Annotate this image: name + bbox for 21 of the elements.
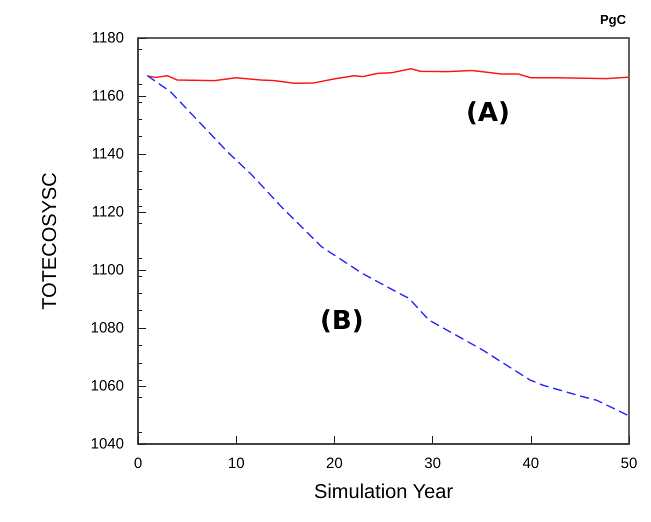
x-tick-label: 40 bbox=[522, 455, 540, 472]
line-series bbox=[147, 68, 630, 84]
x-tick-label: 50 bbox=[620, 455, 638, 472]
y-tick-label: 1180 bbox=[92, 30, 124, 46]
x-tick-label: 0 bbox=[134, 455, 142, 472]
x-tick-label: 20 bbox=[326, 455, 343, 472]
x-axis-title: Simulation Year bbox=[314, 481, 454, 503]
y-tick-label: 1080 bbox=[90, 320, 124, 336]
annotation: (B) bbox=[320, 306, 364, 336]
line-series bbox=[147, 75, 630, 417]
y-tick-label: 1100 bbox=[92, 262, 124, 278]
x-tick-label: 10 bbox=[228, 455, 245, 472]
y-tick-label: 1160 bbox=[92, 88, 124, 104]
y-axis-title: TOTECOSYSC bbox=[39, 172, 61, 310]
x-tick-label: 30 bbox=[424, 455, 441, 472]
y-tick-label: 1060 bbox=[90, 378, 124, 394]
y-tick-label: 1040 bbox=[90, 436, 124, 452]
annotation: (A) bbox=[466, 98, 510, 128]
y-tick-label: 1140 bbox=[92, 146, 124, 162]
y-tick-label: 1120 bbox=[92, 204, 124, 220]
chart-title: PgC bbox=[600, 12, 627, 27]
